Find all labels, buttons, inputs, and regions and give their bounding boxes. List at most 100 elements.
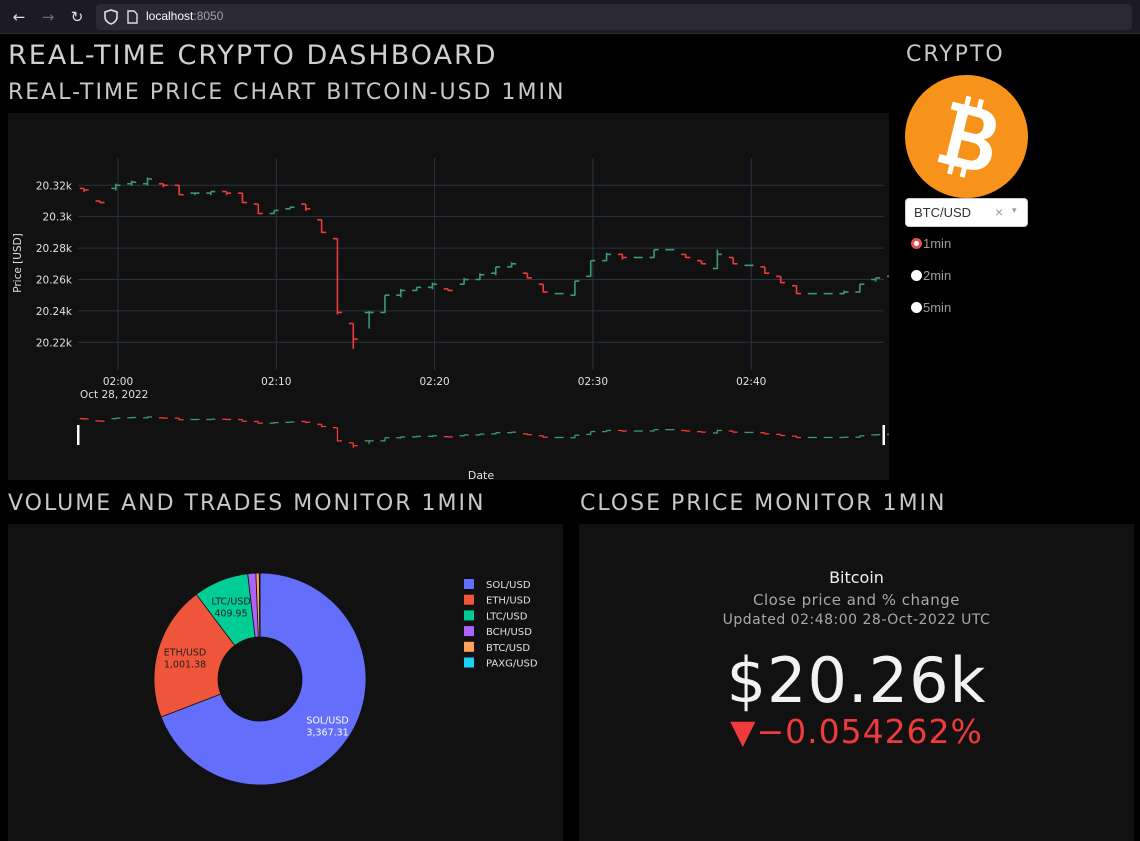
ohlc-candle xyxy=(807,292,817,295)
ohlc-candle xyxy=(427,282,437,290)
x-tick-date: Oct 28, 2022 xyxy=(80,389,148,401)
ohlc-candle xyxy=(174,184,184,196)
y-tick-label: 20.3k xyxy=(43,212,73,224)
interval-label: 5min xyxy=(923,300,952,315)
radio-unchecked-icon[interactable] xyxy=(911,270,922,281)
rangeslider-candle xyxy=(697,430,707,433)
address-bar[interactable]: localhost:8050 xyxy=(96,4,1132,30)
x-tick-label: 02:20 xyxy=(419,376,449,388)
ohlc-candle xyxy=(364,310,374,329)
rangeslider-candle xyxy=(301,420,311,424)
rangeslider-candle xyxy=(522,433,532,436)
rangeslider-candle xyxy=(174,417,184,421)
rangeslider-candle xyxy=(127,416,137,419)
rangeslider-candle xyxy=(570,434,580,439)
chevron-down-icon[interactable]: ▾ xyxy=(1012,205,1017,215)
legend-swatch xyxy=(464,594,474,605)
legend-swatch xyxy=(464,610,474,621)
rangeslider-candle xyxy=(871,434,881,436)
rangeslider-candle xyxy=(507,431,517,434)
rangeslider-candle xyxy=(459,434,469,437)
ohlc-candle xyxy=(412,286,422,292)
ohlc-candle xyxy=(776,275,786,284)
ohlc-candle xyxy=(697,259,707,265)
price-chart[interactable]: 20.22k 20.24k 20.26k 20.28k 20.3k 20.32k 02:00… xyxy=(8,113,976,482)
ohlc-candle xyxy=(459,277,469,285)
legend-label: BTC/USD xyxy=(486,643,530,654)
rangeslider-candle xyxy=(586,430,596,436)
range-handle-left xyxy=(77,425,80,445)
back-arrow-icon[interactable]: ← xyxy=(12,8,26,26)
rangeslider-candle xyxy=(776,433,786,437)
donut-slice-sol-usd xyxy=(160,572,367,786)
ohlc-candle xyxy=(681,253,691,259)
shield-icon xyxy=(104,9,118,25)
ohlc-candle xyxy=(206,190,216,196)
rangeslider-candle xyxy=(222,418,232,421)
radio-checked-icon[interactable] xyxy=(911,238,922,249)
ohlc-chart-svg[interactable]: 20.22k 20.24k 20.26k 20.28k 20.3k 20.32k 02:00… xyxy=(8,113,976,482)
donut-slice-eth-usd xyxy=(153,593,236,718)
ohlc-candle xyxy=(190,192,200,196)
ohlc-candle xyxy=(222,190,232,196)
ohlc-candle xyxy=(332,237,342,315)
ohlc-candle xyxy=(475,273,485,281)
ohlc-candle xyxy=(79,187,89,193)
volume-pie-panel: SOL/USD 3,367.31 ETH/USD 1,001.38 LTC/USD 409… xyxy=(8,524,563,841)
interval-label: 2min xyxy=(923,268,952,283)
rangeslider-candle xyxy=(443,435,453,438)
legend-swatch xyxy=(464,579,474,589)
reload-icon[interactable]: ↻ xyxy=(70,8,84,26)
rangeslider-candle xyxy=(190,418,200,421)
legend-label: LTC/USD xyxy=(486,611,528,622)
page-icon xyxy=(127,10,138,24)
ohlc-candle xyxy=(760,266,770,275)
ohlc-candle xyxy=(871,277,881,282)
rangeslider-candle xyxy=(728,430,738,433)
ohlc-candle xyxy=(728,256,738,265)
clear-icon[interactable]: × xyxy=(995,204,1004,220)
ohlc-candle xyxy=(269,209,279,215)
interval-radio-2min[interactable]: 2min xyxy=(911,268,951,283)
rangeslider-candle xyxy=(491,432,501,435)
indicator-subtitle: Close price and % change xyxy=(753,591,960,609)
rangeslider-candle xyxy=(744,431,754,434)
rangeslider-candle xyxy=(681,429,691,432)
legend-label: SOL/USD xyxy=(486,580,531,591)
y-tick-label: 20.26k xyxy=(36,274,73,286)
ohlc-candle xyxy=(602,252,612,262)
crypto-dropdown[interactable]: BTC/USD × ▾ xyxy=(905,198,1028,227)
slice-label: SOL/USD xyxy=(306,715,348,726)
rangeslider-candle xyxy=(760,432,770,435)
interval-radio-1min[interactable]: 1min xyxy=(911,236,951,251)
radio-unchecked-icon[interactable] xyxy=(911,302,922,313)
rangeslider-candle xyxy=(823,436,833,439)
legend-label: ETH/USD xyxy=(486,596,531,607)
rangeslider-candle xyxy=(538,435,548,438)
ohlc-candle xyxy=(887,256,896,278)
forward-arrow-icon[interactable]: → xyxy=(41,8,55,26)
ohlc-candle xyxy=(617,253,627,260)
browser-toolbar: ← → ↻ localhost:8050 xyxy=(0,0,1140,34)
interval-radio-5min[interactable]: 5min xyxy=(911,300,951,315)
rangeslider-candle xyxy=(839,436,849,439)
ohlc-candle xyxy=(649,248,659,259)
rangeslider-candle xyxy=(142,416,152,419)
x-tick-label: 02:30 xyxy=(578,376,608,388)
donut-slice-paxg-usd xyxy=(258,572,261,638)
close-price-value: $20.26k xyxy=(726,644,987,717)
ohlc-candle xyxy=(554,292,564,295)
y-tick-label: 20.28k xyxy=(36,243,73,255)
ohlc-candle xyxy=(396,288,406,298)
y-tick-label: 20.32k xyxy=(36,180,73,192)
asset-name: Bitcoin xyxy=(829,568,884,587)
price-chart-title: REAL-TIME PRICE CHART BITCOIN-USD 1MIN xyxy=(8,80,566,105)
rangeslider-candle xyxy=(475,433,485,436)
rangeslider-candle xyxy=(206,418,216,421)
ohlc-candle xyxy=(142,177,152,186)
rangeslider-candle xyxy=(617,429,627,432)
volume-donut-chart[interactable]: SOL/USD3,367.31ETH/USD1,001.38LTC/USD409… xyxy=(8,524,563,841)
ohlc-candle xyxy=(839,290,849,295)
rangeslider-candle xyxy=(364,440,374,445)
rangeslider-candle xyxy=(285,421,295,423)
